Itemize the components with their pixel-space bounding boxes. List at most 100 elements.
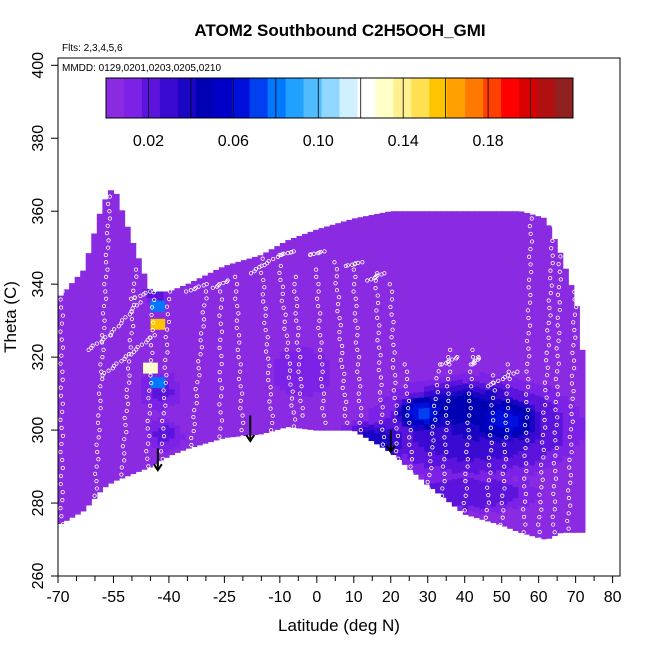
heatmap-cell [457,335,464,342]
heatmap-cell [302,286,309,293]
track-point [100,355,105,360]
heatmap-cell [196,422,203,429]
heatmap-cell [357,231,364,238]
heatmap-cell [457,477,464,484]
track-point [292,289,297,294]
heatmap-cell [385,390,392,397]
heatmap-cell [268,249,275,251]
track-point [323,420,328,425]
track-point [119,318,125,323]
heatmap-cell [507,424,514,431]
track-point [442,435,447,440]
track-point [377,390,383,395]
track-point [98,384,103,389]
heatmap-cell [518,494,525,501]
heatmap-cell [401,228,409,236]
heatmap-cell [191,331,198,338]
heatmap-cell [296,247,303,254]
heatmap-cell [152,420,159,427]
heatmap-cell [102,278,109,285]
heatmap-cell [91,263,98,270]
heatmap-cell [540,462,547,469]
heatmap-cell [196,390,203,397]
heatmap-cell [490,495,497,502]
heatmap-cell [473,342,481,349]
heatmap-cell [429,368,436,375]
heatmap-cell [351,266,359,273]
heatmap-cell [74,426,81,433]
heatmap-cell [263,383,270,390]
heatmap-cell [340,233,347,240]
track-point [96,413,101,418]
heatmap-cell [507,281,514,289]
heatmap-cell [113,321,120,328]
heatmap-cell [257,291,264,298]
heatmap-cell [174,299,181,306]
heatmap-cell [96,278,103,285]
heatmap-cell [457,504,464,511]
heatmap-cell [457,422,464,429]
heatmap-cell [401,387,409,394]
heatmap-cell [546,532,553,539]
track-point [554,445,559,451]
heatmap-cell [285,415,292,422]
heatmap-cell [546,477,553,485]
heatmap-cell [357,242,364,249]
heatmap-cell [351,414,359,421]
heatmap-cell [429,242,436,249]
heatmap-cell [279,405,286,412]
heatmap-cell [451,330,458,337]
heatmap-cell [313,276,320,283]
heatmap-cell [485,487,492,495]
track-point [201,317,207,322]
heatmap-cell [196,324,203,331]
heatmap-cell [462,426,470,433]
track-point [515,369,520,374]
heatmap-cell [74,284,81,291]
track-point [358,427,363,433]
heatmap-cell [74,393,81,400]
heatmap-cell [279,334,286,341]
heatmap-cell [119,439,126,446]
heatmap-cell [363,366,370,373]
heatmap-cell [534,351,542,358]
heatmap-cell [440,327,447,334]
heatmap-cell [523,238,531,245]
heatmap-cell [141,452,148,459]
heatmap-cell [435,399,442,406]
heatmap-cell [424,423,431,430]
track-point [285,340,291,345]
heatmap-cell [546,308,553,315]
heatmap-cell [69,424,76,431]
heatmap-cell [551,480,558,487]
heatmap-cell [96,300,103,307]
heatmap-cell [396,344,403,351]
heatmap-cell [91,345,98,352]
heatmap-cell [451,281,458,288]
heatmap-cell [329,397,336,404]
heatmap-cell [180,400,187,407]
heatmap-cell [357,412,364,419]
heatmap-cell [185,355,192,362]
heatmap-cell [235,342,242,350]
heatmap-cell [279,243,286,248]
track-point [145,337,150,343]
heatmap-cell [135,433,142,440]
track-point [290,389,295,394]
heatmap-cell [518,346,525,353]
heatmap-cell [58,419,65,426]
heatmap-cell [551,327,558,334]
heatmap-cell [368,287,375,294]
heatmap-cell [496,250,503,257]
track-point [355,333,360,338]
heatmap-cell [473,293,481,300]
heatmap-cell [462,218,470,225]
heatmap-cell [218,295,225,302]
heatmap-cell [518,428,525,435]
heatmap-cell [268,354,275,361]
heatmap-cell [507,216,514,223]
heatmap-cell [534,427,542,434]
track-point [308,252,313,258]
heatmap-cell [357,379,364,386]
track-point [524,468,529,474]
